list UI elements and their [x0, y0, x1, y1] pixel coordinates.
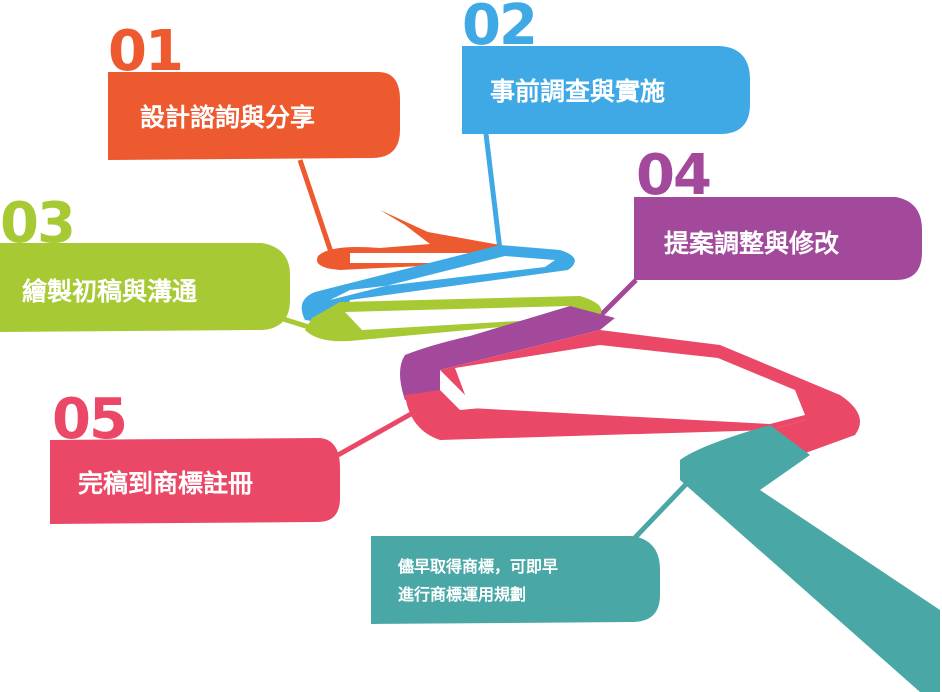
path-gap-01: [350, 253, 498, 263]
step-box-01: [108, 72, 400, 160]
step-number-04: 04: [636, 143, 712, 208]
connector-note: [626, 478, 692, 547]
connector-04: [598, 278, 638, 318]
step-box-04: [634, 197, 922, 280]
connector-02: [483, 133, 503, 251]
path-segment-06: [680, 425, 940, 692]
step-label-01: 設計諮詢與分享: [140, 103, 316, 132]
step-label-03: 繪製初稿與溝通: [22, 277, 198, 306]
note-line-2: 進行商標運用規劃: [398, 585, 527, 604]
path-gap-05: [455, 345, 805, 424]
step-label-04: 提案調整與修改: [664, 229, 840, 258]
path-gap-03: [345, 306, 570, 330]
note-line-1: 儘早取得商標，可即早: [398, 557, 559, 576]
connector-01: [297, 159, 335, 256]
path-notch-01: [374, 196, 384, 208]
step-label-02: 事前調查與實施: [490, 77, 666, 106]
step-number-03: 03: [0, 191, 76, 256]
step-number-05: 05: [52, 387, 128, 452]
step-box-02: [462, 46, 750, 134]
step-number-02: 02: [462, 0, 538, 58]
connector-03: [279, 315, 313, 331]
connector-05: [336, 407, 420, 458]
step-number-01: 01: [108, 19, 184, 84]
path-segment-04: [400, 306, 615, 400]
step-box-03: [0, 243, 290, 332]
step-box-05: [50, 438, 340, 524]
step-label-05: 完稿到商標註冊: [78, 469, 254, 498]
path-gap-02: [330, 256, 555, 300]
note-box: [371, 536, 660, 624]
